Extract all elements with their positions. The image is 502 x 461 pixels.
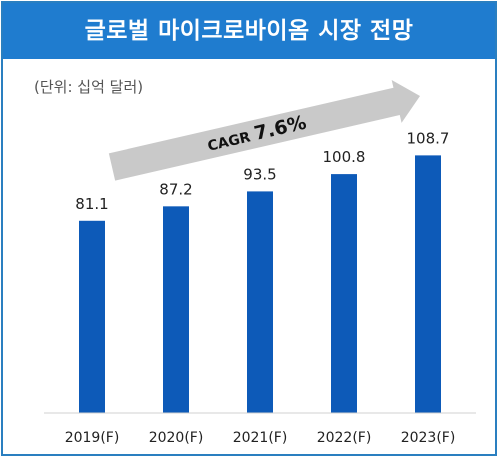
unit-label: (단위: 십억 달러) (34, 78, 144, 96)
bar-2023(F) (415, 155, 441, 414)
value-label: 87.2 (159, 180, 192, 198)
value-label: 93.5 (243, 165, 276, 183)
cagr-arrow-shape (108, 79, 420, 181)
value-label: 81.1 (75, 195, 108, 213)
value-label: 108.7 (407, 129, 450, 147)
category-label: 2023(F) (401, 430, 456, 446)
category-label: 2022(F) (317, 430, 372, 446)
bar-2019(F) (79, 220, 105, 413)
value-label: 100.8 (323, 148, 366, 166)
labels-group: 81.1 2019(F) 87.2 2020(F) 93.5 2021(F) 100.8 20… (65, 129, 456, 446)
bars-group (79, 155, 441, 414)
bar-2020(F) (163, 206, 189, 413)
chart-title: 글로벌 마이크로바이옴 시장 전망 (3, 3, 495, 59)
category-label: 2020(F) (149, 430, 204, 446)
bar-2021(F) (247, 191, 273, 413)
bar-2022(F) (331, 174, 357, 413)
category-label: 2019(F) (65, 430, 120, 446)
category-label: 2021(F) (233, 430, 288, 446)
